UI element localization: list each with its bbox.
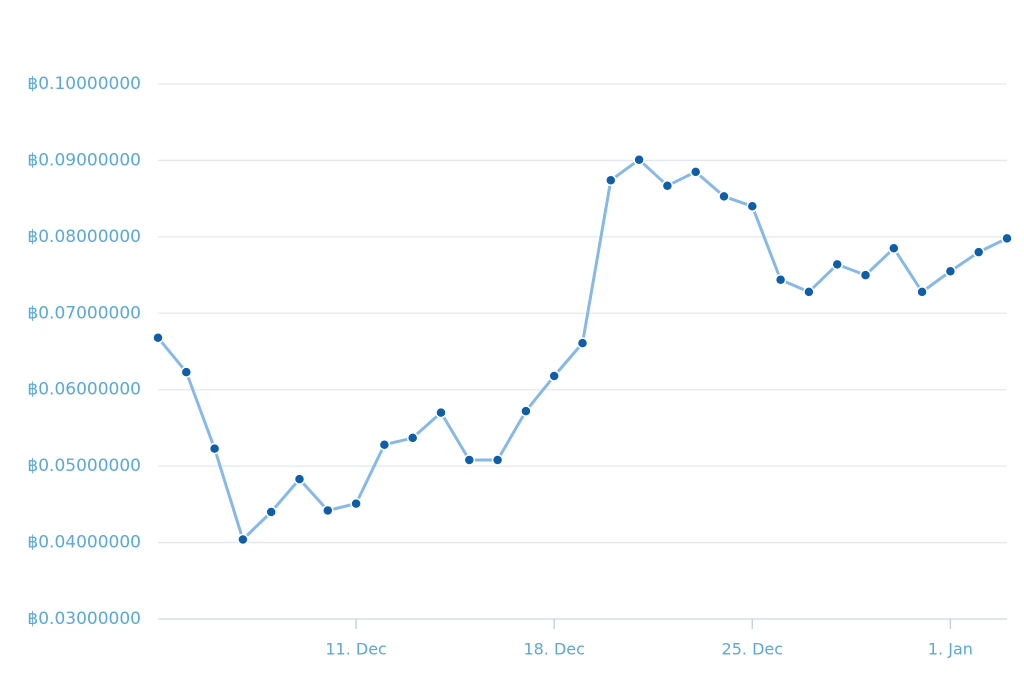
data-point[interactable] [803, 286, 815, 298]
data-point[interactable] [520, 405, 532, 417]
y-axis-labels: ฿0.03000000 ฿0.04000000 ฿0.05000000 ฿0.0600… [27, 74, 141, 629]
y-tick-label: ฿0.08000000 [27, 227, 141, 247]
data-point[interactable] [180, 366, 193, 378]
data-point[interactable] [831, 258, 843, 271]
y-tick-label: ฿0.05000000 [27, 456, 141, 476]
data-point[interactable] [972, 246, 985, 258]
data-point[interactable] [350, 497, 362, 510]
data-point[interactable] [746, 200, 759, 213]
data-point[interactable] [491, 454, 504, 466]
data-point[interactable] [859, 269, 872, 281]
data-point[interactable] [378, 438, 391, 451]
y-tick-label: ฿0.06000000 [27, 380, 141, 400]
data-point[interactable] [237, 533, 249, 546]
series [152, 153, 1013, 546]
data-point[interactable] [322, 504, 334, 517]
y-tick-label: ฿0.07000000 [27, 303, 141, 323]
grid [158, 83, 1007, 544]
data-point[interactable] [265, 506, 277, 518]
y-tick-label: ฿0.04000000 [27, 533, 141, 553]
data-point[interactable] [1001, 232, 1013, 245]
data-point[interactable] [435, 406, 447, 419]
data-point[interactable] [718, 190, 730, 203]
data-point[interactable] [633, 153, 645, 166]
y-tick-label: ฿0.09000000 [27, 150, 141, 170]
x-tick-label: 18. Dec [523, 640, 585, 659]
x-tick-label: 11. Dec [325, 640, 387, 659]
data-point[interactable] [576, 337, 589, 349]
data-point[interactable] [888, 242, 900, 255]
data-point[interactable] [774, 273, 787, 286]
data-point[interactable] [293, 473, 306, 485]
x-tick-label: 25. Dec [722, 640, 784, 659]
series-line [156, 158, 1009, 541]
data-point[interactable] [208, 442, 221, 455]
y-tick-label: ฿0.10000000 [27, 74, 141, 94]
data-point[interactable] [463, 454, 476, 466]
data-point[interactable] [605, 174, 617, 187]
data-point[interactable] [661, 179, 674, 192]
data-point[interactable] [406, 432, 419, 444]
data-point[interactable] [152, 331, 164, 344]
data-point[interactable] [944, 265, 957, 278]
y-tick-label: ฿0.03000000 [27, 609, 141, 629]
data-point[interactable] [548, 370, 560, 382]
data-point[interactable] [916, 286, 928, 298]
x-tick-label: 1. Jan [928, 640, 973, 659]
x-axis: 11. Dec 18. Dec 25. Dec 1. Jan [158, 618, 1007, 659]
data-point[interactable] [689, 166, 702, 178]
